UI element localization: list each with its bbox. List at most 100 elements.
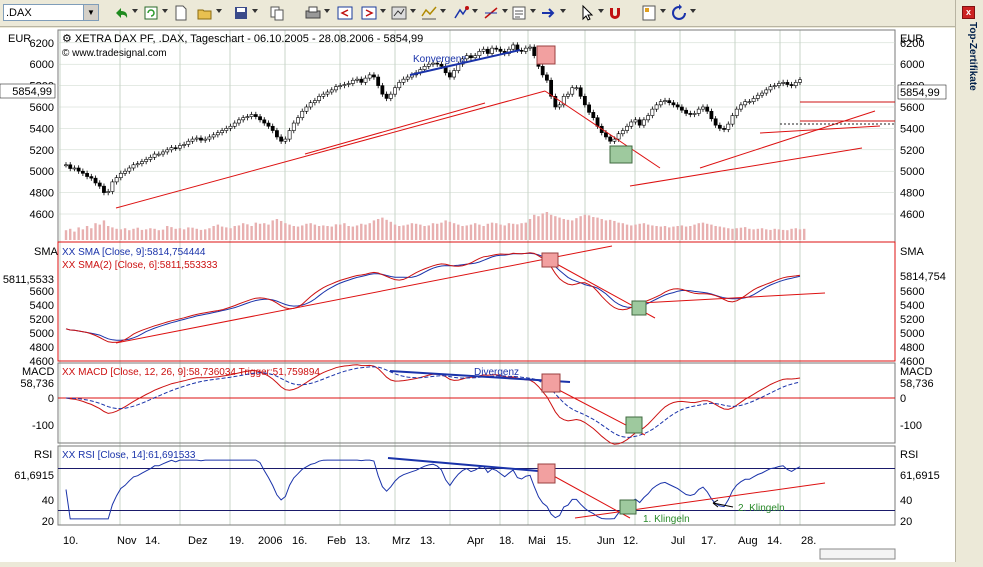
bar-prev-icon[interactable] [336,4,354,22]
candle-body [460,58,465,65]
horizontal-scrollbar[interactable] [819,548,896,560]
toolbar: ▼ [0,0,955,27]
dropdown-arrow-icon[interactable] [502,9,508,13]
new-icon[interactable] [172,4,190,22]
candle-body [616,133,621,140]
candle-body [249,114,254,117]
dropdown-arrow-icon[interactable] [324,9,330,13]
volume-bar [579,216,582,240]
rsi-right-value-label: 61,6915 [900,470,940,482]
dropdown-arrow-icon[interactable] [690,9,696,13]
drawing-icon[interactable] [452,4,470,22]
properties-icon[interactable] [510,4,528,22]
candle-body [156,153,161,156]
dropdown-arrow-icon[interactable] [216,9,222,13]
candle-body [393,87,397,95]
candle-body [207,136,212,140]
price-right-tick-label: 5600 [900,102,924,114]
volume-bar [554,216,557,240]
symbol-input[interactable] [6,6,84,19]
candle-body [637,119,642,126]
volume-bar [478,224,481,240]
side-panel-tab-label[interactable]: Top-Zertifikate [967,22,978,91]
dropdown-arrow-icon[interactable] [162,9,168,13]
candle-body [532,46,537,56]
side-panel: x Top-Zertifikate [955,0,983,562]
volume-bar [562,219,565,240]
volume-bar [258,223,262,240]
volume-bar [431,223,435,240]
volume-bar [208,228,211,240]
candle-body [367,74,372,79]
symbol-combobox[interactable]: ▼ [3,4,99,21]
dropdown-arrow-icon[interactable] [410,9,416,13]
macd-series-label: XX MACD [Close, 12, 26, 9]:58,736034 Tri… [62,367,320,378]
volume-bar [507,223,511,240]
magnet-icon[interactable] [606,4,624,22]
close-icon[interactable]: x [962,6,975,19]
candle-body [291,122,296,131]
indicator-icon[interactable] [420,4,438,22]
redo-icon[interactable] [670,4,688,22]
candle-body [203,138,208,141]
chevron-down-icon[interactable]: ▼ [83,5,98,20]
price-chart-source: © www.tradesignal.com [62,48,167,59]
volume-bar [410,223,414,240]
volume-bar [393,224,397,240]
volume-bar [123,228,127,240]
dropdown-arrow-icon[interactable] [598,9,604,13]
dropdown-arrow-icon[interactable] [560,9,566,13]
volume-bar [229,228,232,240]
dropdown-arrow-icon[interactable] [472,9,478,13]
candle-body [118,173,123,178]
volume-bar [465,225,468,240]
copy-icon[interactable] [268,4,286,22]
volume-bar [132,228,135,240]
candle-body [262,119,267,124]
dropdown-arrow-icon[interactable] [380,9,386,13]
volume-bar [621,223,625,240]
volume-bar [689,226,692,240]
trendline-icon[interactable] [482,4,500,22]
candle-body [561,96,566,106]
last-price-badge-right [897,84,947,100]
candle-body [705,106,710,112]
volume-bar [604,220,608,240]
open-icon[interactable] [196,4,214,22]
volume-bar [684,226,688,240]
candle-body [363,77,368,83]
candle-body [566,93,570,97]
cursor-icon[interactable] [578,4,596,22]
print-icon[interactable] [304,4,322,22]
undo-icon[interactable] [112,4,130,22]
volume-bar [381,217,384,240]
volume-bar [469,224,473,240]
volume-bar [275,219,279,240]
volume-bar [212,226,215,240]
volume-bar [503,225,506,240]
arrow-icon[interactable] [540,4,558,22]
candle-body [102,185,106,193]
dropdown-arrow-icon[interactable] [440,9,446,13]
template-icon[interactable] [640,4,658,22]
volume-bar [406,224,409,240]
candle-body [793,82,798,86]
x-axis-tick-label: 16. [292,535,307,547]
dropdown-arrow-icon[interactable] [530,9,536,13]
volume-bar [473,223,477,240]
refresh-icon[interactable] [142,4,160,22]
dropdown-arrow-icon[interactable] [252,9,258,13]
volume-bar [777,229,781,240]
chart-type-icon[interactable] [390,4,408,22]
candle-body [308,102,313,108]
save-icon[interactable] [232,4,250,22]
candle-body [342,84,347,86]
dropdown-arrow-icon[interactable] [132,9,138,13]
dropdown-arrow-icon[interactable] [660,9,666,13]
volume-bar [748,228,751,240]
candle-body [220,130,224,133]
sma-panel-frame [57,241,896,362]
candle-body [350,79,355,84]
candle-body [722,128,726,130]
bar-next-icon[interactable] [360,4,378,22]
